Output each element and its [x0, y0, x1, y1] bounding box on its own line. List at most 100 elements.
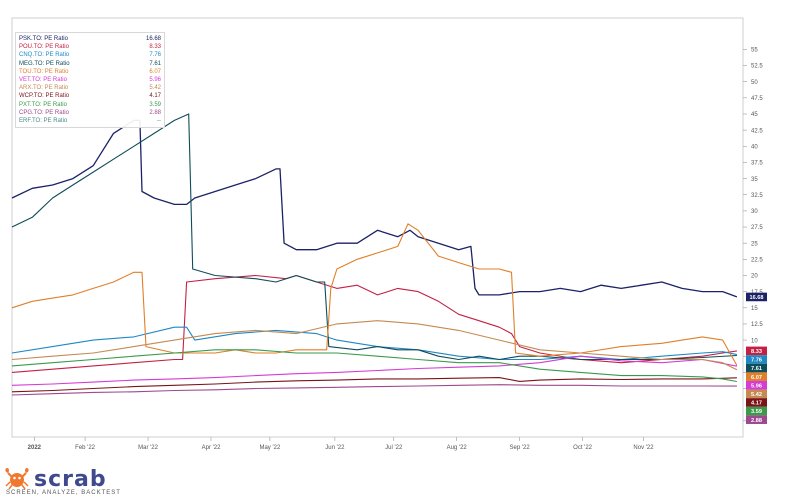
plot-area [11, 17, 744, 438]
y-tick-label: 55 [751, 48, 758, 54]
legend-series-name: VET.TO: PE Ratio [19, 77, 67, 84]
y-tick-label: 10 [751, 338, 758, 344]
y-tick-label: 27.5 [751, 225, 763, 231]
series-line-pou [11, 274, 737, 373]
y-tick-label: 52.5 [751, 64, 763, 70]
x-tick-label: Jun '22 [325, 445, 345, 451]
last-value-label: 16.68 [750, 295, 764, 301]
legend-series-value: 7.76 [149, 52, 161, 59]
legend-entry[interactable]: WCP.TO: PE Ratio 4.17 [19, 92, 161, 100]
legend-series-value: 16.68 [145, 36, 161, 42]
legend-entry[interactable]: VET.TO: PE Ratio 5.96 [19, 76, 161, 84]
legend-series-name: TOU.TO: PE Ratio [19, 68, 69, 75]
y-tick-label: 22.5 [751, 258, 763, 264]
legend-series-value: 8.33 [149, 44, 161, 51]
x-tick-label: Feb '22 [75, 445, 95, 451]
series-line-cpg [11, 384, 737, 396]
last-value-badge [746, 363, 767, 373]
y-tick-label: 40 [751, 144, 758, 150]
last-value-label: 8.33 [751, 349, 762, 355]
legend-series-name: WCP.TO: PE Ratio [19, 93, 70, 100]
crab-logo-icon [5, 468, 29, 490]
brand-name: scrab [34, 467, 107, 492]
last-value-label: 2.88 [751, 418, 762, 424]
legend-entry[interactable]: PXT.TO: PE Ratio 3.59 [19, 101, 161, 109]
legend-entry[interactable]: MEG.TO: PE Ratio 7.61 [19, 60, 161, 68]
y-tick-label: 15 [751, 306, 758, 312]
last-value-badge [746, 380, 767, 390]
legend-entry[interactable]: ARX.TO: PE Ratio 5.42 [19, 84, 161, 92]
series-line-wcp [11, 377, 737, 393]
brand-tagline: SCREEN, ANALYZE, BACKTEST [6, 490, 121, 496]
x-tick-label: Apr '22 [202, 445, 221, 451]
last-value-label: 7.61 [751, 366, 762, 372]
y-tick-label: 12.5 [751, 322, 763, 328]
y-tick-label: 45 [751, 112, 758, 118]
series-line-vet [11, 355, 738, 386]
x-tick-label: May '22 [259, 445, 280, 451]
brand: scrab SCREEN, ANALYZE, BACKTEST [2, 466, 162, 500]
legend-series-name: ARX.TO: PE Ratio [19, 85, 69, 92]
legend-series-name: CNQ.TO: PE Ratio [19, 52, 70, 59]
x-tick-label: 2022 [28, 445, 42, 451]
legend-series-name: PSK.TO: PE Ratio [19, 36, 68, 42]
last-value-badge [746, 406, 767, 416]
series-line-cnq [11, 326, 738, 361]
legend-entry[interactable]: CNQ.TO: PE Ratio 7.76 [19, 51, 161, 59]
legend-entry[interactable]: POU.TO: PE Ratio 8.33 [19, 43, 161, 51]
legend-series-value: 7.61 [149, 60, 161, 67]
legend-series-name: POU.TO: PE Ratio [19, 44, 69, 51]
legend-series-value: 4.17 [149, 93, 161, 100]
x-tick-label: Mar '22 [138, 445, 158, 451]
x-tick-label: Sep '22 [510, 445, 531, 451]
last-value-badge [746, 372, 767, 381]
x-tick-label: Oct '22 [573, 445, 592, 451]
x-tick-label: Nov '22 [633, 445, 654, 451]
chart-legend: PSK.TO: PE Ratio 16.68 POU.TO: PE Ratio 8.3… [15, 32, 165, 129]
y-tick-label: 35 [751, 177, 758, 183]
legend-entry[interactable]: PSK.TO: PE Ratio 16.68 [19, 35, 161, 43]
last-value-label: 7.76 [751, 358, 762, 364]
legend-series-value: 5.42 [149, 85, 161, 92]
legend-series-name: ERF.TO: PE Ratio [19, 118, 68, 125]
last-value-label: 5.96 [751, 383, 762, 389]
legend-entry[interactable]: CPG.TO: PE Ratio 2.88 [19, 109, 161, 117]
last-value-label: 6.07 [751, 375, 762, 381]
legend-series-value: 6.07 [149, 68, 161, 75]
y-tick-label: 50 [751, 80, 758, 86]
legend-entry[interactable]: ERF.TO: PE Ratio -- [19, 117, 161, 125]
y-tick-label: 42.5 [751, 128, 763, 134]
last-value-label: 3.59 [751, 409, 762, 415]
legend-series-name: PXT.TO: PE Ratio [19, 101, 67, 108]
series-line-pxt [11, 349, 737, 383]
last-value-badge [746, 398, 767, 407]
last-value-badge [746, 292, 767, 302]
series-line-psk [11, 119, 738, 298]
series-line-arx [11, 320, 738, 371]
legend-series-name: CPG.TO: PE Ratio [19, 109, 69, 116]
last-value-badge [746, 415, 767, 424]
legend-series-value: 2.88 [149, 109, 161, 116]
pe-ratio-line-chart: -2.52.557.51012.51517.52022.52527.53032.… [11, 17, 767, 451]
y-tick-label: 47.5 [751, 96, 763, 102]
y-tick-label: 30 [751, 209, 758, 215]
y-tick-label: 37.5 [751, 161, 763, 167]
legend-series-value: -- [157, 118, 161, 125]
legend-series-value: 5.96 [149, 77, 161, 84]
y-tick-label: 25 [751, 241, 758, 247]
legend-series-name: MEG.TO: PE Ratio [19, 60, 70, 67]
x-tick-label: Aug '22 [447, 445, 468, 451]
last-value-badge [746, 346, 767, 356]
series-line-tou [11, 223, 738, 366]
x-tick-label: Jul '22 [385, 445, 403, 451]
last-value-badge [746, 355, 767, 364]
last-value-label: 5.42 [751, 392, 762, 398]
legend-series-value: 3.59 [149, 101, 161, 108]
last-value-label: 4.17 [751, 401, 762, 407]
y-tick-label: 20 [751, 274, 758, 280]
chart-container: -2.52.557.51012.51517.52022.52527.53032.… [11, 17, 767, 451]
last-value-badge [746, 389, 767, 399]
series-line-meg [11, 113, 737, 361]
y-tick-label: 32.5 [751, 193, 763, 199]
legend-entry[interactable]: TOU.TO: PE Ratio 6.07 [19, 68, 161, 76]
